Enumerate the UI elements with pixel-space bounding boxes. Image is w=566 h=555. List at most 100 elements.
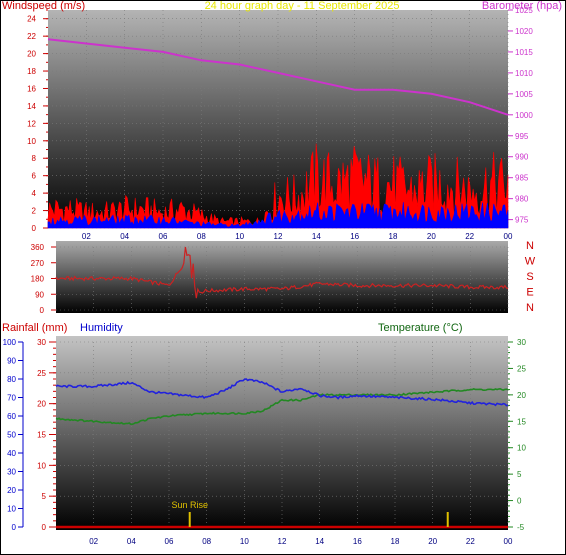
barometer-tick-label: 975 — [515, 216, 529, 225]
chart-title: 24 hour graph day - 11 September 2025 — [205, 0, 400, 12]
x-tick-label: 08 — [197, 232, 206, 241]
direction-series — [55, 246, 509, 299]
x-tick-label: 14 — [312, 232, 321, 241]
humidity-tick-label: 100 — [3, 338, 17, 347]
temperature-axis: -5 0 5 10 15 20 25 30 — [508, 338, 526, 532]
direction-tick-label: 90 — [35, 290, 44, 299]
x-tick-label: 20 — [427, 232, 436, 241]
humidity-tick-label: 90 — [7, 357, 16, 366]
temperature-series — [55, 387, 509, 426]
rainfall-tick-label: 30 — [37, 338, 46, 347]
x-tick-label: 22 — [466, 537, 475, 546]
direction-tick-label: 0 — [40, 306, 45, 315]
direction-tick-label: 360 — [31, 243, 45, 252]
x-tick-label: 22 — [465, 232, 474, 241]
barometer-tick-label: 1020 — [515, 27, 533, 36]
compass-letter: S — [526, 271, 533, 283]
rainfall-tick-label: 0 — [42, 523, 47, 532]
x-tick-label: 14 — [315, 537, 324, 546]
rainfall-axis: 0 5 10 15 20 25 30 — [37, 338, 56, 532]
windspeed-tick-label: 24 — [27, 15, 36, 24]
bottom-plot-area — [56, 336, 508, 530]
bottom-series: Sun Rise — [55, 378, 509, 529]
humidity-tick-label: 40 — [7, 449, 16, 458]
barometer-tick-label: 1025 — [515, 6, 533, 15]
windspeed-tick-label: 6 — [32, 172, 37, 181]
humidity-tick-label: 20 — [7, 486, 16, 495]
barometer-series — [47, 38, 509, 116]
barometer-tick-label: 990 — [515, 153, 529, 162]
sunrise-label: Sun Rise — [171, 500, 208, 510]
humidity-label: Humidity — [80, 322, 123, 334]
direction-axis: 0 90 180 270 360 — [31, 243, 56, 315]
rainfall-tick-label: 15 — [37, 431, 46, 440]
windspeed-tick-label: 18 — [27, 67, 36, 76]
wind-direction-series — [55, 246, 509, 299]
windspeed-series — [47, 143, 509, 229]
humidity-tick-label: 10 — [7, 505, 16, 514]
temperature-tick-label: -5 — [517, 523, 525, 532]
windspeed-tick-label: 12 — [27, 119, 36, 128]
temperature-tick-label: 30 — [517, 338, 526, 347]
barometer-tick-label: 995 — [515, 132, 529, 141]
x-tick-label: 18 — [391, 537, 400, 546]
x-tick-label: 10 — [235, 232, 244, 241]
rainfall-tick-label: 10 — [37, 461, 46, 470]
humidity-tick-label: 0 — [12, 523, 17, 532]
windspeed-tick-label: 20 — [27, 50, 36, 59]
x-tick-label: 12 — [274, 232, 283, 241]
x-tick-label: 04 — [127, 537, 136, 546]
barometer-label: Barometer (hpa) — [482, 0, 562, 12]
x-tick-label: 02 — [82, 232, 91, 241]
humidity-tick-label: 70 — [7, 394, 16, 403]
direction-tick-label: 180 — [31, 275, 45, 284]
windspeed-tick-label: 8 — [32, 154, 37, 163]
x-tick-label: 12 — [278, 537, 287, 546]
bottom-x-axis: 02 04 06 08 10 12 14 16 18 20 22 00 — [89, 537, 513, 546]
top-x-axis: 02 04 06 08 10 12 14 16 18 20 22 00 — [82, 232, 513, 241]
x-tick-label: 08 — [202, 537, 211, 546]
x-tick-label: 04 — [120, 232, 129, 241]
rainfall-tick-label: 20 — [37, 400, 46, 409]
temperature-label: Temperature (°C) — [378, 322, 462, 334]
x-tick-label: 20 — [428, 537, 437, 546]
top-series — [47, 38, 509, 229]
temperature-tick-label: 10 — [517, 444, 526, 453]
barometer-tick-label: 980 — [515, 195, 529, 204]
x-tick-label: 00 — [504, 232, 513, 241]
x-tick-label: 06 — [159, 232, 168, 241]
barometer-tick-label: 1015 — [515, 48, 533, 57]
direction-grid — [56, 246, 509, 311]
compass-letter: N — [526, 302, 534, 314]
windspeed-tick-label: 10 — [27, 137, 36, 146]
humidity-tick-label: 50 — [7, 431, 16, 440]
windspeed-tick-label: 14 — [27, 102, 36, 111]
humidity-axis: 0 10 20 30 40 50 60 70 80 90 100 — [3, 338, 24, 532]
temperature-tick-label: 25 — [517, 364, 526, 373]
barometer-tick-label: 1005 — [515, 90, 533, 99]
direction-tick-label: 270 — [31, 259, 45, 268]
x-tick-label: 16 — [350, 232, 359, 241]
windspeed-tick-label: 22 — [27, 32, 36, 41]
x-tick-label: 10 — [240, 537, 249, 546]
humidity-tick-label: 60 — [7, 412, 16, 421]
rainfall-label: Rainfall (mm) — [2, 322, 67, 334]
wind-average-series — [47, 202, 509, 229]
windspeed-tick-label: 2 — [32, 207, 37, 216]
humidity-series — [55, 378, 509, 407]
temperature-tick-label: 15 — [517, 417, 526, 426]
windspeed-tick-label: 0 — [32, 224, 37, 233]
compass-letter: W — [525, 256, 536, 268]
x-tick-label: 18 — [389, 232, 398, 241]
rainfall-tick-label: 5 — [42, 492, 47, 501]
windspeed-tick-label: 4 — [32, 189, 37, 198]
temperature-tick-label: 5 — [517, 470, 522, 479]
barometer-axis: 975 980 985 990 995 1000 1005 1010 1015 1020 1025 — [508, 6, 533, 225]
x-tick-label: 06 — [165, 537, 174, 546]
temperature-tick-label: 20 — [517, 391, 526, 400]
compass-letter: E — [526, 287, 533, 299]
